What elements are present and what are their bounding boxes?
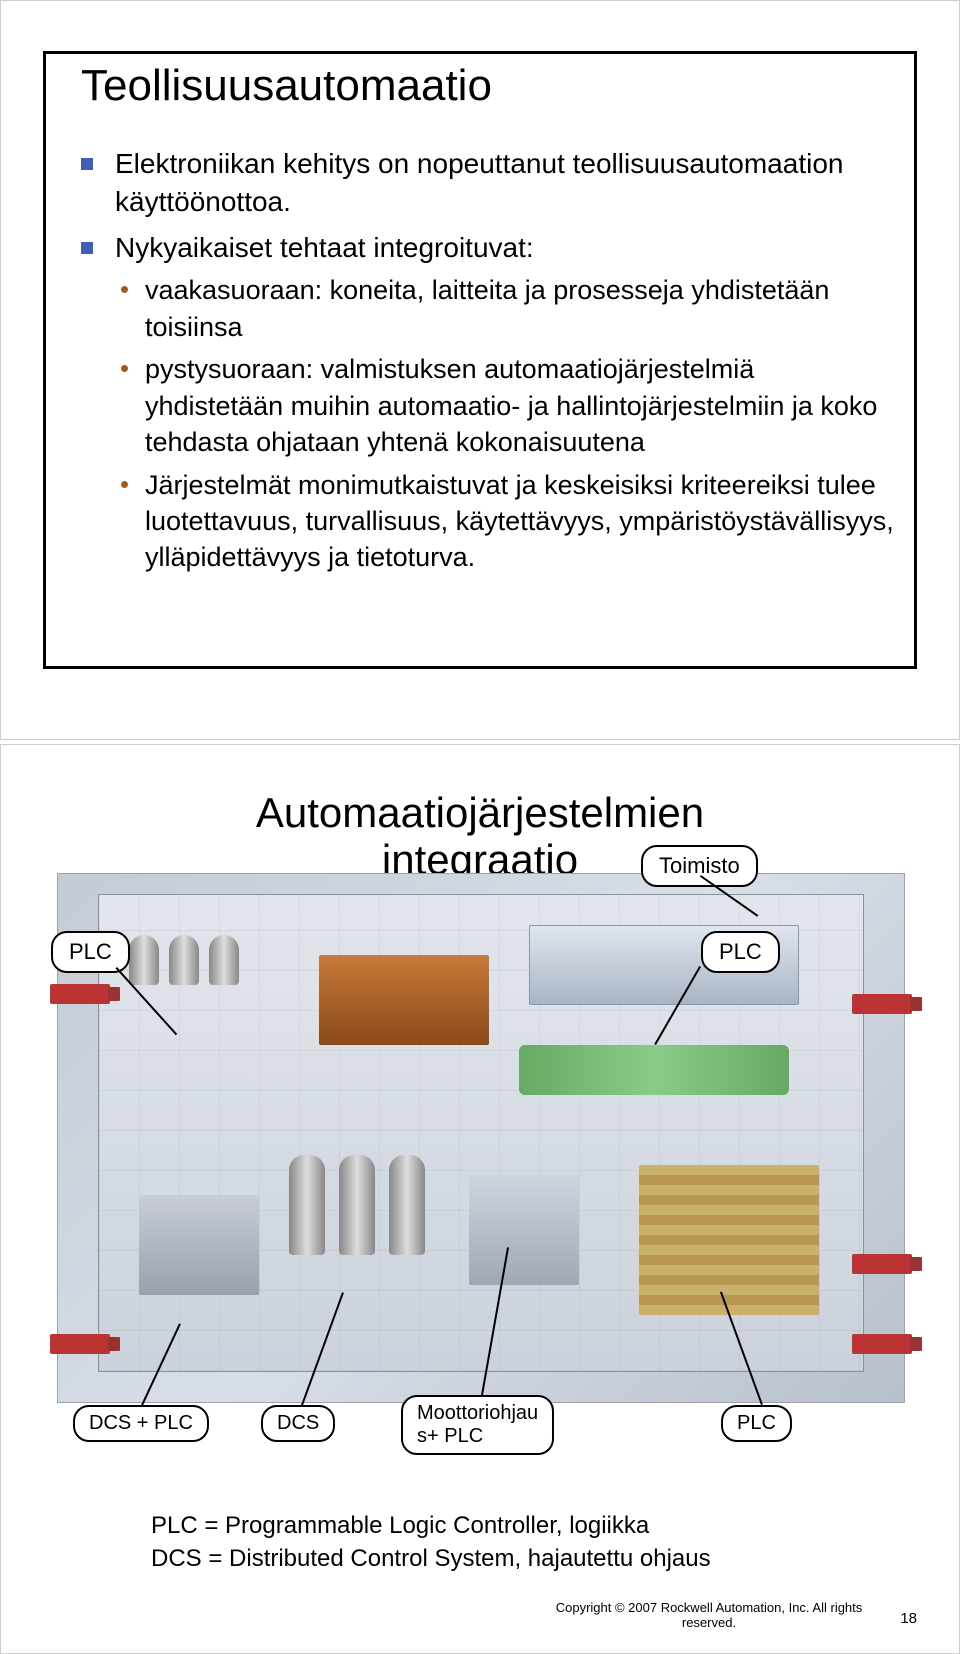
warehouse-shape — [319, 955, 489, 1045]
pallet-area-shape — [639, 1165, 819, 1315]
truck-shape — [50, 1334, 110, 1354]
truck-shape — [852, 1334, 912, 1354]
copyright-text: Copyright © 2007 Rockwell Automation, In… — [539, 1600, 879, 1631]
def-line-1: PLC = Programmable Logic Controller, log… — [151, 1510, 711, 1542]
def-line-2: DCS = Distributed Control System, hajaut… — [151, 1543, 711, 1575]
label-plc-top-right: PLC — [701, 931, 780, 973]
sub-bullet-item: pystysuoraan: valmistuksen automaatiojär… — [115, 351, 899, 460]
truck-shape — [50, 984, 110, 1004]
diagram-title-line1: Automaatiojärjestelmien — [1, 789, 959, 837]
tank-shape — [209, 935, 239, 985]
label-moottori: Moottoriohjau s+ PLC — [401, 1395, 554, 1455]
sub-bullet-item: vaakasuoraan: koneita, laitteita ja pros… — [115, 272, 899, 345]
sub-bullet-item: Järjestelmät monimutkaistuvat ja keskeis… — [115, 467, 899, 576]
label-dcs-plc: DCS + PLC — [73, 1405, 209, 1442]
diagram-title-line2: integraatio — [1, 839, 959, 873]
tank-shape — [389, 1155, 425, 1255]
sub-bullet-text: Järjestelmät monimutkaistuvat ja keskeis… — [145, 470, 894, 573]
bullet-item: Elektroniikan kehitys on nopeuttanut teo… — [81, 145, 899, 221]
sub-bullet-text: pystysuoraan: valmistuksen automaatiojär… — [145, 354, 877, 457]
tank-shape — [129, 935, 159, 985]
machine-shape — [139, 1195, 259, 1295]
label-moottori-line2: s+ PLC — [417, 1425, 483, 1447]
label-plc-top-left: PLC — [51, 931, 130, 973]
tank-shape — [289, 1155, 325, 1255]
page-number: 18 — [900, 1610, 917, 1627]
slide-1: Teollisuusautomaatio Elektroniikan kehit… — [0, 0, 960, 740]
label-plc-bottom-right: PLC — [721, 1405, 792, 1442]
tank-shape — [169, 935, 199, 985]
conveyor-shape — [519, 1045, 789, 1095]
bullet-item: Nykyaikaiset tehtaat integroituvat: vaak… — [81, 229, 899, 576]
label-toimisto: Toimisto — [641, 845, 758, 887]
tank-shape — [339, 1155, 375, 1255]
definitions: PLC = Programmable Logic Controller, log… — [151, 1510, 711, 1575]
slide-2: Automaatiojärjestelmien integraatio Toim… — [0, 744, 960, 1654]
sub-bullet-text: vaakasuoraan: koneita, laitteita ja pros… — [145, 275, 829, 341]
sub-bullet-list: vaakasuoraan: koneita, laitteita ja pros… — [115, 272, 899, 576]
bullet-text: Elektroniikan kehitys on nopeuttanut teo… — [115, 148, 843, 217]
bullet-text: Nykyaikaiset tehtaat integroituvat: — [115, 232, 534, 263]
slide-content: Teollisuusautomaatio Elektroniikan kehit… — [81, 61, 899, 584]
truck-shape — [852, 1254, 912, 1274]
label-moottori-line1: Moottoriohjau — [417, 1402, 538, 1424]
machine-shape — [469, 1175, 579, 1285]
truck-shape — [852, 994, 912, 1014]
label-dcs: DCS — [261, 1405, 335, 1442]
bullet-list: Elektroniikan kehitys on nopeuttanut teo… — [81, 145, 899, 576]
slide-title: Teollisuusautomaatio — [81, 61, 899, 111]
